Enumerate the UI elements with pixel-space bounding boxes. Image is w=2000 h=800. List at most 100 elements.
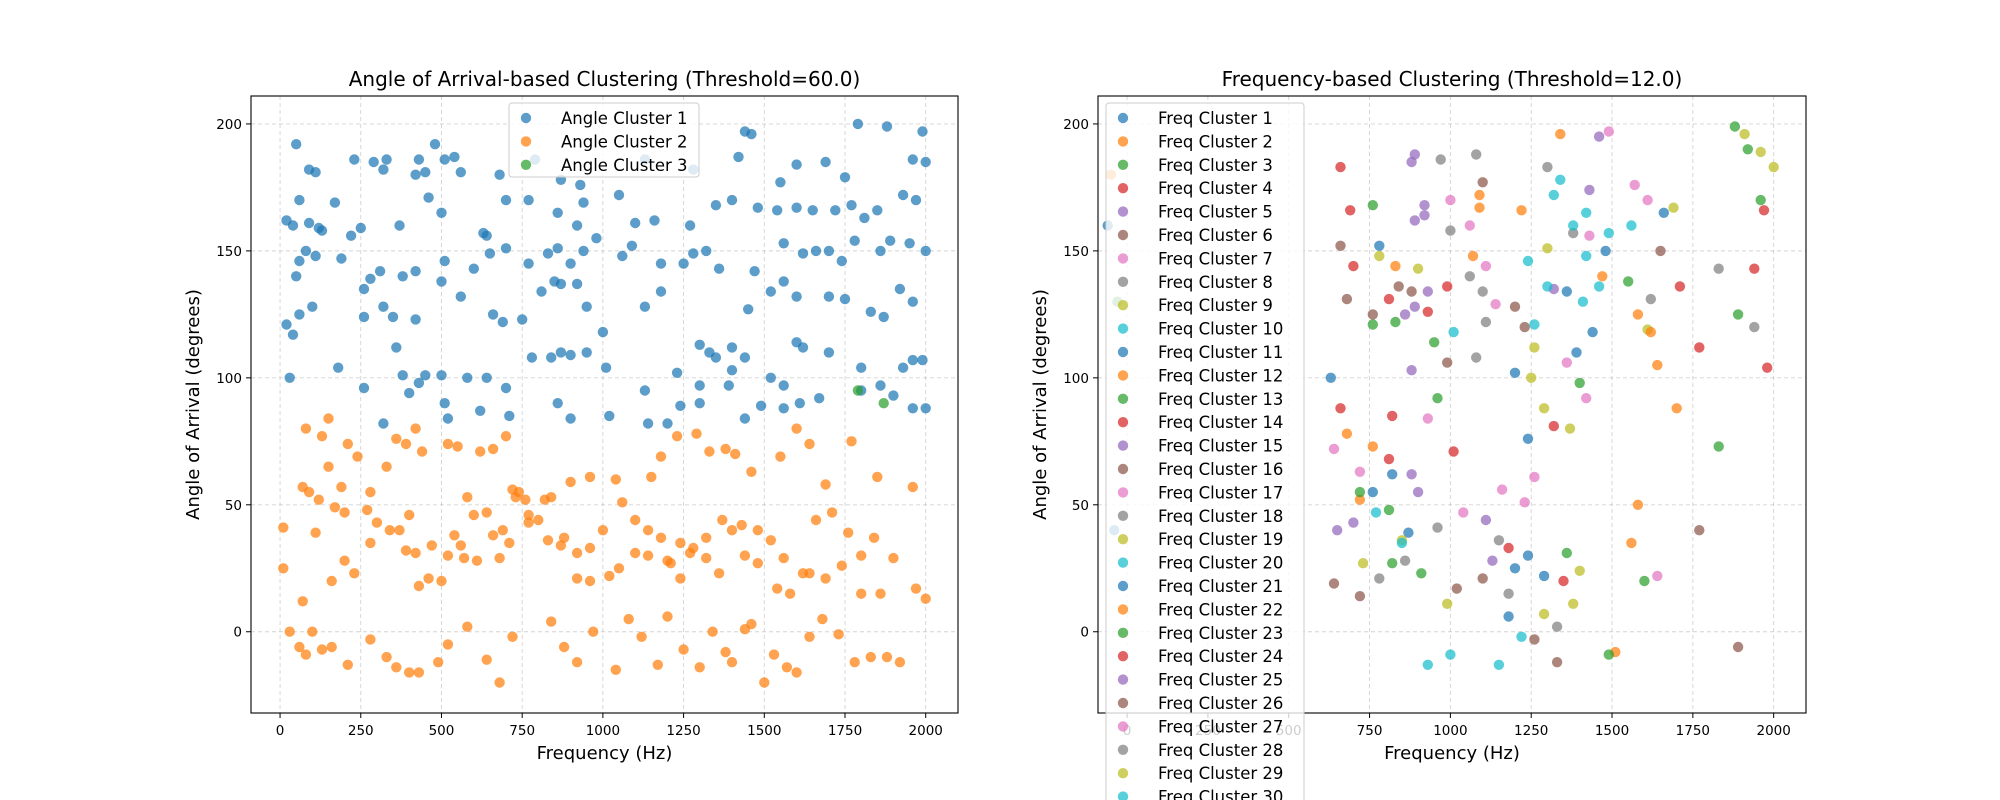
data-point <box>420 167 431 178</box>
data-point <box>1480 260 1492 272</box>
data-point <box>765 372 776 383</box>
data-point <box>1674 281 1686 292</box>
y-tick-label: 0 <box>233 625 242 641</box>
legend-marker <box>1117 721 1129 732</box>
y-tick-label: 100 <box>216 371 242 387</box>
data-point <box>391 662 402 673</box>
data-point <box>365 634 376 645</box>
data-point <box>439 398 450 409</box>
data-point <box>487 530 499 541</box>
data-point <box>455 167 466 178</box>
data-point <box>639 385 651 396</box>
data-point <box>752 558 763 569</box>
y-tick-label: 150 <box>1063 244 1089 260</box>
legend-label: Freq Cluster 21 <box>1158 577 1283 596</box>
data-point <box>1442 357 1453 368</box>
data-point <box>436 370 447 381</box>
series-20 <box>1529 189 1605 330</box>
data-point <box>849 235 860 246</box>
data-point <box>1526 372 1537 383</box>
data-point <box>1538 403 1550 414</box>
legend-marker <box>520 112 532 124</box>
data-point <box>849 657 860 668</box>
data-point <box>429 139 441 150</box>
data-point <box>675 573 686 584</box>
data-point <box>852 118 864 130</box>
data-point <box>497 316 508 328</box>
data-point <box>478 227 489 239</box>
series-25 <box>1332 469 1498 566</box>
data-point <box>810 245 822 257</box>
data-point <box>1729 121 1741 132</box>
x-tick-label: 1750 <box>1676 723 1710 739</box>
data-point <box>1568 227 1579 239</box>
data-point <box>894 657 906 668</box>
data-point <box>704 446 715 457</box>
data-point <box>904 238 915 249</box>
data-point <box>752 202 763 213</box>
data-point <box>804 438 815 450</box>
data-point <box>526 352 538 363</box>
data-point <box>865 651 876 663</box>
data-point <box>1442 598 1453 609</box>
series-7 <box>1519 126 1663 582</box>
data-point <box>487 309 499 320</box>
data-point <box>910 583 922 594</box>
data-point <box>755 400 767 411</box>
data-point <box>1581 250 1592 262</box>
data-point <box>384 525 395 536</box>
data-point <box>920 403 931 414</box>
data-point <box>316 644 328 655</box>
data-point <box>875 245 886 257</box>
data-point <box>523 509 534 521</box>
data-point <box>358 311 370 323</box>
data-point <box>1354 466 1366 477</box>
legend-entry: Freq Cluster 9 <box>1117 296 1273 315</box>
data-point <box>1732 309 1744 320</box>
data-point <box>462 492 473 503</box>
data-point <box>1522 255 1534 267</box>
data-point <box>571 657 583 668</box>
data-point <box>662 418 673 429</box>
data-point <box>1354 486 1366 498</box>
data-point <box>294 309 305 320</box>
data-point <box>888 390 899 401</box>
data-point <box>671 367 683 378</box>
series-4 <box>1548 205 1773 432</box>
legend-entry: Freq Cluster 16 <box>1117 460 1283 479</box>
data-point <box>1387 410 1398 422</box>
legend-marker <box>1117 183 1129 194</box>
data-point <box>1584 184 1595 196</box>
data-point <box>1564 423 1576 434</box>
data-point <box>726 342 738 353</box>
data-point <box>1597 271 1608 282</box>
legend-marker <box>1117 744 1129 755</box>
data-point <box>1406 156 1417 168</box>
data-point <box>284 372 295 383</box>
data-point <box>1374 250 1385 262</box>
data-point <box>278 563 289 574</box>
data-point <box>300 423 312 434</box>
data-point <box>907 403 918 414</box>
data-point <box>662 555 673 566</box>
data-point <box>839 172 851 183</box>
data-point <box>820 573 831 584</box>
data-point <box>917 126 928 137</box>
data-point <box>749 266 760 277</box>
legend-entry: Freq Cluster 17 <box>1117 483 1283 502</box>
legend-entry: Freq Cluster 5 <box>1117 203 1273 222</box>
legend-marker <box>1117 674 1129 685</box>
data-point <box>1561 357 1573 368</box>
data-point <box>500 194 512 206</box>
data-point <box>487 443 499 455</box>
data-point <box>920 593 931 604</box>
data-point <box>1332 525 1343 536</box>
legend-label: Freq Cluster 6 <box>1158 226 1273 245</box>
data-point <box>694 339 705 350</box>
data-point <box>575 179 586 191</box>
data-point <box>494 552 505 564</box>
legend-marker <box>520 136 532 147</box>
data-point <box>1571 347 1582 358</box>
data-point <box>1325 372 1337 383</box>
data-point <box>726 657 738 668</box>
